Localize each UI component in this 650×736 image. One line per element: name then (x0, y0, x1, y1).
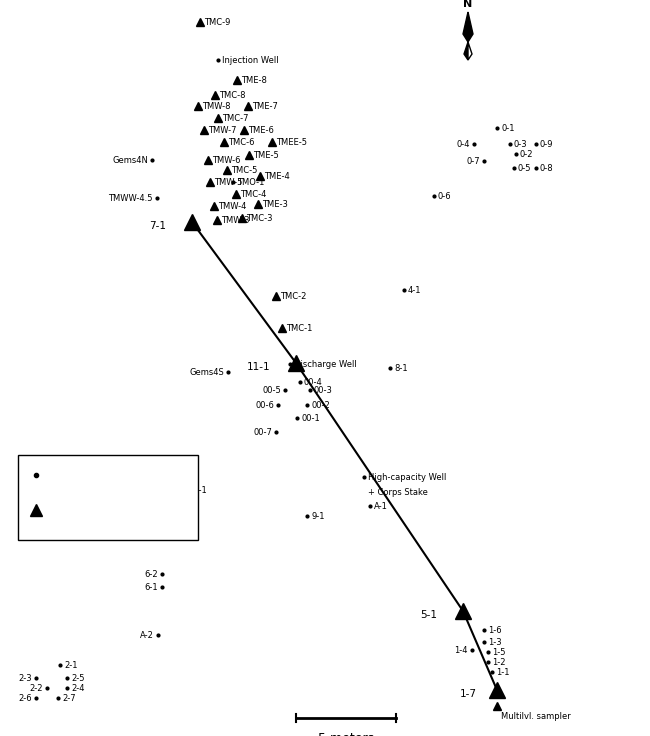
Text: TMW-8: TMW-8 (202, 102, 231, 111)
Text: High-capacity Well: High-capacity Well (368, 473, 447, 482)
Text: TMC-3: TMC-3 (246, 214, 272, 223)
Text: 10-1: 10-1 (188, 486, 207, 495)
Text: 2-3: 2-3 (18, 674, 32, 683)
Text: Gems4S: Gems4S (189, 368, 224, 377)
Text: TMWW-4.5: TMWW-4.5 (109, 194, 153, 203)
Text: TMW-7: TMW-7 (208, 126, 237, 135)
Polygon shape (464, 42, 468, 60)
Text: TME-3: TME-3 (262, 200, 288, 209)
Text: TMW-5: TMW-5 (214, 178, 242, 187)
Text: 0-3: 0-3 (514, 140, 528, 149)
Text: 9-1: 9-1 (311, 512, 324, 521)
Text: TMC-6: TMC-6 (228, 138, 255, 147)
Text: Discharge Well: Discharge Well (294, 360, 357, 369)
Text: TMC-7: TMC-7 (222, 114, 248, 123)
Text: 5 meters: 5 meters (318, 732, 374, 736)
Text: 0-5: 0-5 (518, 164, 532, 173)
Text: 2-7: 2-7 (62, 694, 75, 703)
Text: TMEE-5: TMEE-5 (276, 138, 307, 147)
Text: 0-6: 0-6 (438, 192, 452, 201)
Text: 1-1: 1-1 (496, 668, 510, 677)
Text: 2-5: 2-5 (71, 674, 84, 683)
Text: 1-3: 1-3 (488, 638, 502, 647)
Text: TME-8: TME-8 (241, 76, 267, 85)
Text: TMC-2: TMC-2 (280, 292, 306, 301)
Text: 0-1: 0-1 (501, 124, 515, 133)
Text: 0-9: 0-9 (540, 140, 554, 149)
Text: 00-1: 00-1 (301, 414, 320, 423)
Text: + Corps Stake: + Corps Stake (368, 488, 428, 497)
Text: 5-1: 5-1 (420, 610, 437, 620)
Text: 0-4: 0-4 (456, 140, 470, 149)
Text: 11-1: 11-1 (246, 362, 270, 372)
Text: 0-2: 0-2 (520, 150, 534, 159)
Text: 00-7: 00-7 (253, 428, 272, 437)
Polygon shape (463, 12, 468, 42)
Text: 1-5: 1-5 (492, 648, 506, 657)
Text: TME-4: TME-4 (264, 172, 290, 181)
Text: 2-2: 2-2 (29, 684, 43, 693)
Text: 00-6: 00-6 (255, 401, 274, 410)
Text: 2-1: 2-1 (64, 661, 77, 670)
Text: TMC-5: TMC-5 (231, 166, 257, 175)
Text: 0-8: 0-8 (540, 164, 554, 173)
Text: 6-1: 6-1 (144, 583, 158, 592)
Bar (18, 455, 198, 540)
Polygon shape (468, 42, 472, 60)
Text: Gems4N: Gems4N (112, 156, 148, 165)
Text: 00-3: 00-3 (314, 386, 333, 395)
Text: N: N (463, 0, 473, 9)
Text: 2-4: 2-4 (71, 684, 84, 693)
Text: Injection Well: Injection Well (222, 56, 279, 65)
Text: 6-2: 6-2 (144, 570, 158, 579)
Polygon shape (468, 12, 473, 42)
Text: 1-7: 1-7 (460, 689, 477, 699)
Text: 2-6: 2-6 (18, 694, 32, 703)
Text: TME-7: TME-7 (252, 102, 278, 111)
Text: 00-2: 00-2 (311, 401, 330, 410)
Text: TMW-3: TMW-3 (221, 216, 250, 225)
Text: TMC-8: TMC-8 (219, 91, 246, 100)
Text: Well or piezometer: Well or piezometer (46, 470, 138, 480)
Text: 7-1: 7-1 (149, 221, 166, 231)
Text: 00-4: 00-4 (304, 378, 323, 387)
Text: 00-5: 00-5 (262, 386, 281, 395)
Text: Multilvl. sampler: Multilvl. sampler (501, 712, 571, 721)
Text: 1-4: 1-4 (454, 646, 468, 655)
Text: TMC-4: TMC-4 (240, 190, 266, 199)
Text: TMO-1: TMO-1 (237, 178, 265, 187)
Text: 4-1: 4-1 (408, 286, 421, 295)
Text: TME-5: TME-5 (253, 151, 279, 160)
Text: A-1: A-1 (374, 502, 388, 511)
Text: Multilevel sampler: Multilevel sampler (46, 505, 136, 515)
Text: TMW-4: TMW-4 (218, 202, 246, 211)
Text: TME-6: TME-6 (248, 126, 274, 135)
Text: 0-7: 0-7 (467, 157, 480, 166)
Text: A-2: A-2 (140, 631, 154, 640)
Text: TMC-9: TMC-9 (204, 18, 230, 27)
Text: 1-6: 1-6 (488, 626, 502, 635)
Text: 1-2: 1-2 (492, 658, 506, 667)
Text: 8-1: 8-1 (394, 364, 408, 373)
Text: TMW-6: TMW-6 (212, 156, 240, 165)
Text: TMC-1: TMC-1 (286, 324, 313, 333)
